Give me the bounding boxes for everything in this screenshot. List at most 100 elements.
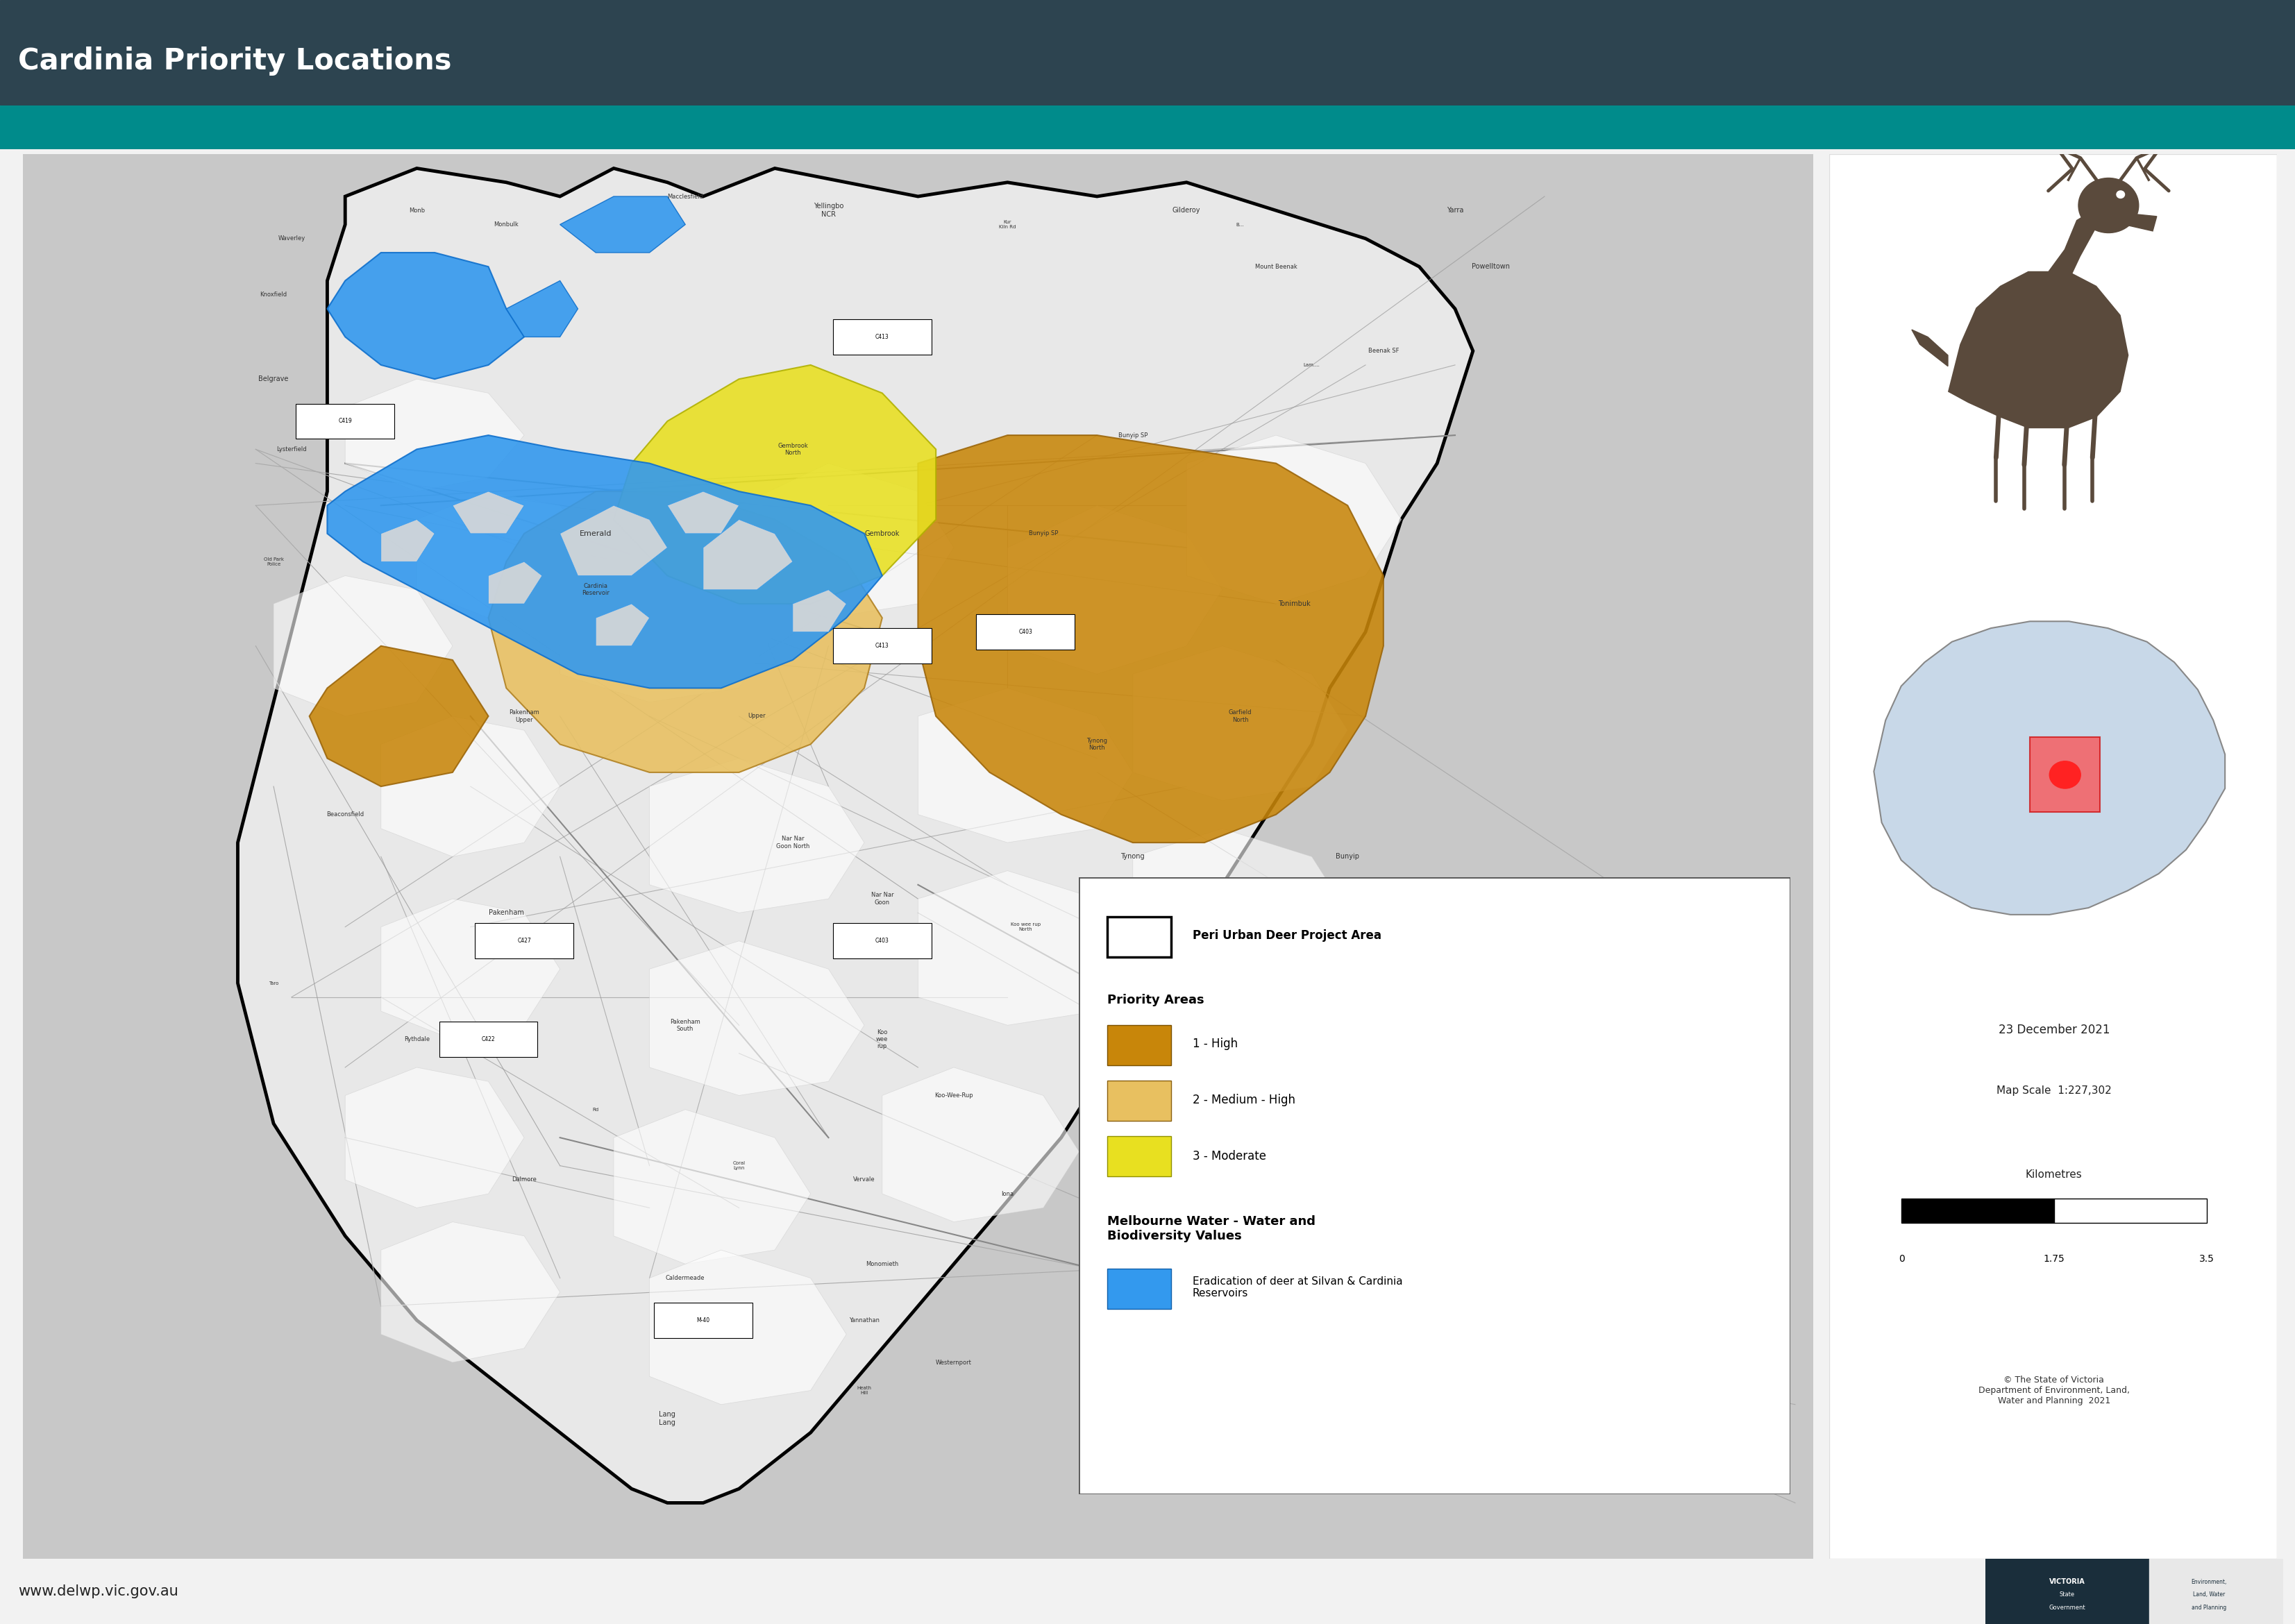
Circle shape [2049, 762, 2082, 788]
Text: Heath
Hill: Heath Hill [856, 1385, 872, 1395]
Polygon shape [613, 365, 936, 604]
Polygon shape [452, 492, 523, 534]
Text: Koo-Wee-Rup: Koo-Wee-Rup [934, 1093, 973, 1098]
Text: Garfield
North: Garfield North [1228, 710, 1251, 723]
Text: Coral
Lynn: Coral Lynn [732, 1161, 746, 1171]
Text: Peri Urban Deer Project Area: Peri Urban Deer Project Area [1193, 929, 1382, 942]
Text: Lang
Lang: Lang Lang [659, 1411, 675, 1426]
Polygon shape [310, 646, 489, 786]
Text: Gembrook
North: Gembrook North [778, 443, 808, 456]
Bar [1106, 918, 1170, 957]
Polygon shape [418, 492, 597, 617]
Polygon shape [918, 689, 1134, 843]
Polygon shape [489, 492, 881, 773]
Text: Pakenham
South: Pakenham South [670, 1018, 700, 1031]
Text: Iona: Iona [1001, 1190, 1014, 1197]
Bar [975, 614, 1074, 650]
Bar [654, 1302, 753, 1338]
Polygon shape [2121, 213, 2157, 231]
Polygon shape [344, 378, 523, 492]
Bar [833, 320, 932, 354]
Text: Upper: Upper [748, 713, 767, 719]
Polygon shape [1008, 505, 1223, 674]
Text: 1 - High: 1 - High [1193, 1038, 1237, 1049]
Polygon shape [344, 1067, 523, 1208]
Polygon shape [739, 463, 955, 617]
Polygon shape [381, 520, 434, 562]
Bar [833, 924, 932, 958]
Text: Bunyip SP: Bunyip SP [1118, 432, 1148, 438]
Text: Bunyip SP: Bunyip SP [1028, 531, 1058, 536]
Text: Vervale: Vervale [854, 1177, 874, 1182]
Text: © The State of Victoria
Department of Environment, Land,
Water and Planning  202: © The State of Victoria Department of En… [1978, 1376, 2130, 1406]
Polygon shape [489, 562, 542, 604]
Polygon shape [1187, 435, 1402, 604]
Bar [1106, 1025, 1170, 1065]
Text: Pakenham
Upper: Pakenham Upper [509, 710, 539, 723]
Text: Westernport: Westernport [936, 1359, 971, 1366]
Polygon shape [918, 435, 1384, 843]
Text: C413: C413 [874, 335, 888, 339]
Polygon shape [328, 253, 523, 378]
Text: Belgrave: Belgrave [259, 375, 289, 383]
Text: Lysterfield: Lysterfield [275, 447, 308, 453]
Text: M-40: M-40 [698, 1317, 709, 1324]
Text: B...: B... [1237, 222, 1244, 227]
Text: Emerald: Emerald [581, 529, 613, 538]
Text: Waverley: Waverley [278, 235, 305, 242]
Polygon shape [649, 758, 865, 913]
Text: Taro: Taro [269, 981, 278, 986]
Text: Lam....: Lam.... [1304, 362, 1320, 367]
Polygon shape [2049, 213, 2105, 283]
Polygon shape [507, 281, 578, 336]
Polygon shape [649, 940, 865, 1096]
Polygon shape [239, 169, 1473, 1502]
Polygon shape [560, 547, 776, 702]
Circle shape [2079, 179, 2139, 232]
Bar [833, 628, 932, 664]
Text: C403: C403 [1019, 628, 1033, 635]
Text: Tynong: Tynong [1120, 853, 1145, 861]
Polygon shape [1134, 828, 1347, 983]
Text: Monb: Monb [409, 208, 425, 214]
Text: Bunyip: Bunyip [1336, 853, 1359, 861]
Bar [1903, 1199, 2054, 1223]
Text: Yarra: Yarra [1446, 206, 1464, 214]
Bar [1106, 1080, 1170, 1121]
Polygon shape [328, 435, 881, 689]
Text: Cardinia Priority Locations: Cardinia Priority Locations [18, 47, 452, 76]
Text: Monomieth: Monomieth [865, 1260, 900, 1267]
Bar [1106, 1268, 1170, 1309]
Polygon shape [918, 870, 1134, 1025]
Text: Old Park
Police: Old Park Police [264, 557, 285, 567]
Text: Tonimbuk: Tonimbuk [1278, 601, 1310, 607]
Text: Cardinia
Reservoir: Cardinia Reservoir [583, 583, 610, 596]
Polygon shape [560, 197, 686, 253]
Text: State: State [2059, 1592, 2075, 1598]
Text: C427: C427 [516, 937, 530, 944]
Text: Longwarry: Longwarry [1189, 1135, 1219, 1140]
Bar [1120, 882, 1219, 916]
Text: Land, Water: Land, Water [2194, 1592, 2224, 1598]
Bar [296, 404, 395, 438]
Text: Environment,: Environment, [2192, 1579, 2226, 1585]
Bar [438, 1021, 537, 1057]
Polygon shape [792, 590, 847, 632]
Text: VICTORIA: VICTORIA [2049, 1579, 2086, 1585]
Polygon shape [613, 1109, 810, 1263]
Text: C403: C403 [874, 937, 888, 944]
Text: Macclesfield: Macclesfield [668, 193, 702, 200]
Polygon shape [1875, 622, 2226, 914]
Bar [2054, 1199, 2208, 1223]
Circle shape [2116, 190, 2125, 198]
Polygon shape [560, 505, 668, 577]
Text: 3.5: 3.5 [2199, 1254, 2215, 1263]
Polygon shape [1912, 330, 1948, 365]
Text: Koo
wee
rup: Koo wee rup [877, 1030, 888, 1049]
Text: C403: C403 [1161, 896, 1175, 901]
Text: Nar Nar
Goon: Nar Nar Goon [870, 892, 893, 906]
Text: C419: C419 [337, 417, 351, 424]
Polygon shape [668, 492, 739, 534]
Polygon shape [273, 577, 452, 716]
Text: Powelltown: Powelltown [1471, 263, 1510, 270]
